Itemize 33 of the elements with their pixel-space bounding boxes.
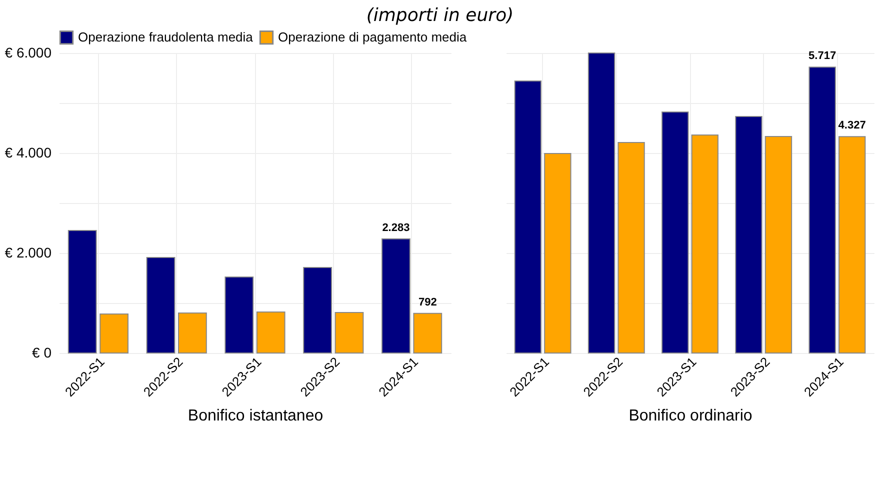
bar [544,153,572,354]
bar [224,276,254,354]
bar [382,238,410,354]
bar [178,312,207,354]
data-label: 792 [418,296,437,308]
bar [100,314,128,354]
bar [146,257,176,354]
y-tick-label: € 0 [32,344,52,360]
x-axis-title: Bonifico istantaneo [188,407,324,424]
y-tick-label: € 4.000 [4,144,52,160]
bar [735,116,762,354]
bar [838,136,866,354]
y-tick-label: € 6.000 [4,44,52,60]
bar [691,134,718,354]
y-tick-label: € 2.000 [4,244,52,260]
bar [808,66,836,354]
legend-label: Operazione di pagamento media [278,30,468,45]
bar [68,230,97,354]
data-label: 2.283 [382,222,410,234]
legend-label: Operazione fraudolenta media [78,30,254,45]
x-axis-title: Bonifico ordinario [628,407,752,424]
bar [588,52,616,354]
bar [662,112,689,354]
bar [256,312,286,354]
chart-title: (importi in euro) [365,4,515,28]
bar [413,312,442,354]
data-label: 4.327 [838,120,866,132]
bar [764,136,792,354]
bar [334,312,364,354]
bar [514,80,542,354]
bar [618,142,645,354]
data-label: 5.717 [808,50,836,62]
bar [303,267,332,354]
